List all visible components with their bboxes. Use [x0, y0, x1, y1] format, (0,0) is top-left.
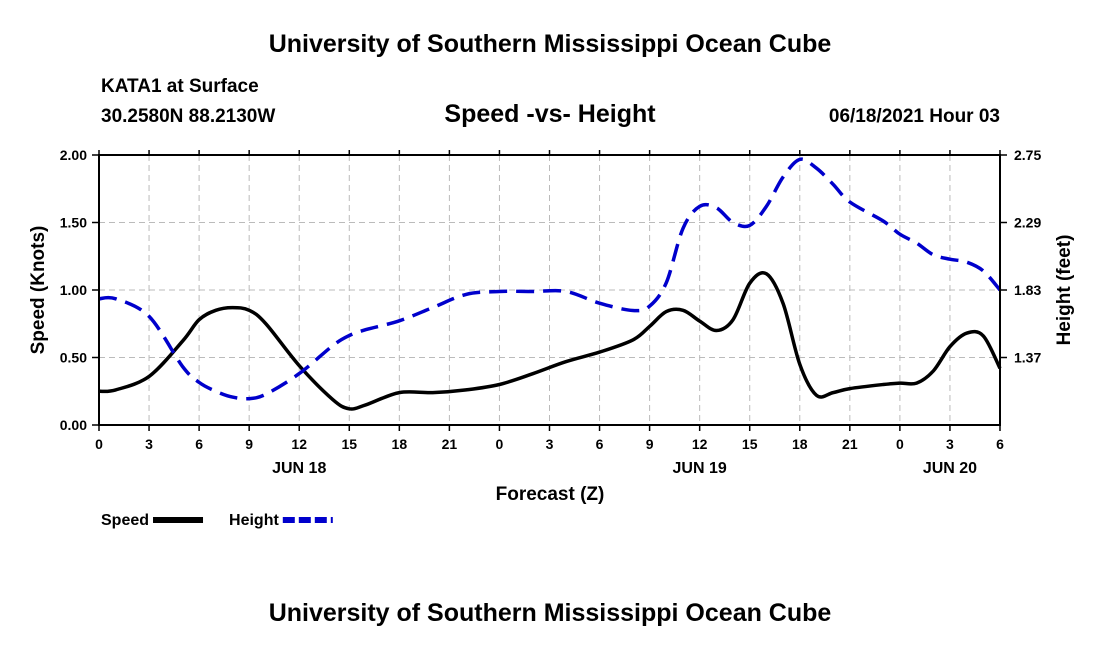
x-tick-label: 0 — [896, 436, 904, 452]
height-series-line — [98, 157, 1002, 401]
legend-label-height: Height — [229, 512, 279, 529]
y-axis-label-right: Height (feet) — [1054, 235, 1075, 346]
x-tick-label: 15 — [341, 436, 357, 452]
x-tick-label: 9 — [646, 436, 654, 452]
y-tick-label-left: 0.00 — [60, 417, 87, 433]
y-tick-label-right: 1.83 — [1014, 282, 1041, 298]
chart-title: Speed -vs- Height — [444, 100, 656, 128]
x-tick-label: 6 — [996, 436, 1004, 452]
y-tick-label-right: 1.37 — [1014, 350, 1041, 366]
x-tick-label: 12 — [692, 436, 708, 452]
x-tick-label: 12 — [291, 436, 307, 452]
x-tick-label: 18 — [792, 436, 808, 452]
y-tick-label-right: 2.75 — [1014, 147, 1041, 163]
x-tick-label: 18 — [392, 436, 408, 452]
x-tick-label: 6 — [195, 436, 203, 452]
axis-layer: 0 3 6 9 12 15 18 21 0 3 6 9 12 15 18 21 0 3 6 JUN 18 JUN 19 J… — [60, 147, 1042, 477]
x-tick-label: 0 — [496, 436, 504, 452]
station-coords: 30.2580N 88.2130W — [101, 106, 276, 127]
x-tick-label: 21 — [442, 436, 458, 452]
x-tick-label: 6 — [596, 436, 604, 452]
x-tick-label: 3 — [145, 436, 153, 452]
y-tick-label-left: 1.00 — [60, 282, 87, 298]
y-tick-label-left: 2.00 — [60, 147, 87, 163]
org-title-top: University of Southern Mississippi Ocean… — [268, 30, 832, 58]
y-tick-label-left: 0.50 — [60, 350, 87, 366]
y-tick-label-right: 2.29 — [1014, 215, 1041, 231]
org-title-bottom: University of Southern Mississippi Ocean… — [268, 599, 832, 627]
station-name: KATA1 at Surface — [101, 76, 259, 97]
legend: Speed Height — [101, 512, 333, 529]
x-axis-label: Forecast (Z) — [496, 484, 605, 505]
x-tick-label: 9 — [245, 436, 253, 452]
x-tick-label: 15 — [742, 436, 758, 452]
x-tick-label: 3 — [946, 436, 954, 452]
date-label: JUN 20 — [923, 460, 977, 477]
date-label: JUN 18 — [272, 460, 326, 477]
series-layer — [98, 157, 1002, 411]
legend-label-speed: Speed — [101, 512, 149, 529]
x-tick-label: 0 — [95, 436, 103, 452]
x-tick-label: 21 — [842, 436, 858, 452]
date-label: JUN 19 — [673, 460, 727, 477]
x-tick-label: 3 — [546, 436, 554, 452]
chart-datetime: 06/18/2021 Hour 03 — [828, 106, 1000, 127]
speed-series-line — [98, 271, 1002, 411]
y-tick-label-left: 1.50 — [60, 215, 87, 231]
y-axis-label-left: Speed (Knots) — [28, 226, 49, 355]
